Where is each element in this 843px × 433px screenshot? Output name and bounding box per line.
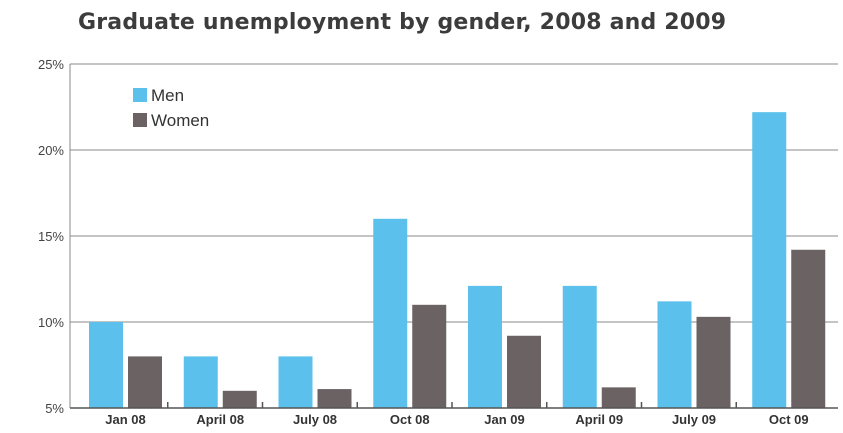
bar-men-july-09 xyxy=(657,301,692,408)
legend-swatch-men xyxy=(133,88,147,102)
bar-men-july-08 xyxy=(278,356,313,408)
bar-women-jan-08 xyxy=(128,356,162,408)
bar-men-april-08 xyxy=(183,356,218,408)
legend: Men Women xyxy=(133,86,209,130)
bar-women-jan-09 xyxy=(507,335,541,408)
x-tick-label: Jan 08 xyxy=(105,412,145,427)
y-tick-label: 25% xyxy=(38,57,64,72)
bar-women-april-09 xyxy=(601,387,636,408)
bar-women-july-09 xyxy=(696,316,731,408)
y-tick-label: 15% xyxy=(38,229,64,244)
x-tick-label: Oct 09 xyxy=(769,412,809,427)
bar-men-april-09 xyxy=(562,285,597,408)
legend-label-women: Women xyxy=(151,111,209,130)
chart-title: Graduate unemployment by gender, 2008 an… xyxy=(78,10,727,35)
bars xyxy=(89,112,826,408)
bar-men-oct-08 xyxy=(373,218,408,408)
bar-women-oct-09 xyxy=(791,249,826,408)
bar-men-oct-09 xyxy=(752,112,787,408)
x-tick-label: Jan 09 xyxy=(484,412,524,427)
y-tick-label: 5% xyxy=(45,401,64,416)
x-tick-label: April 09 xyxy=(575,412,623,427)
bar-women-april-08 xyxy=(222,390,257,408)
bar-men-jan-08 xyxy=(89,322,123,408)
x-tick-label: Oct 08 xyxy=(390,412,430,427)
x-tick-label: April 08 xyxy=(196,412,244,427)
y-tick-label: 20% xyxy=(38,143,64,158)
legend-swatch-women xyxy=(133,113,147,127)
bar-women-july-08 xyxy=(317,389,352,408)
x-tick-label: July 08 xyxy=(293,412,337,427)
y-tick-label: 10% xyxy=(38,315,64,330)
x-axis: Jan 08 April 08 July 08 Oct 08 Jan 09 April 0… xyxy=(70,402,838,427)
x-tick-label: July 09 xyxy=(672,412,716,427)
legend-label-men: Men xyxy=(151,86,184,105)
bar-men-jan-09 xyxy=(468,285,502,408)
bar-women-oct-08 xyxy=(412,304,447,408)
gridlines xyxy=(70,63,838,323)
y-axis: 5% 10% 15% 20% 25% xyxy=(38,57,71,416)
